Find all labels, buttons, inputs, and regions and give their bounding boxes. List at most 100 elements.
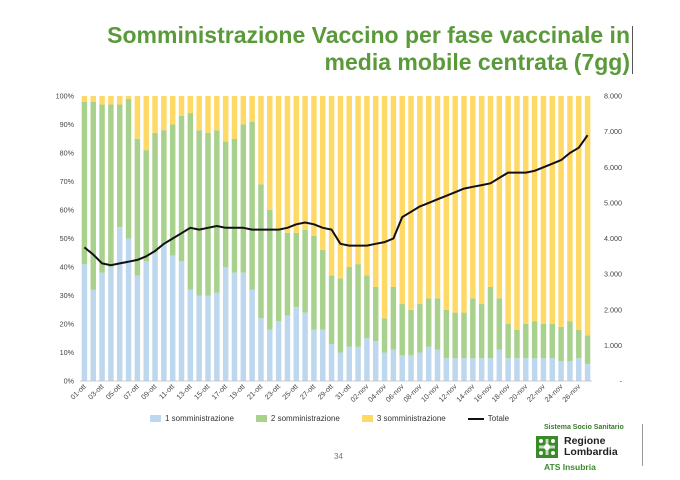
bar-segment-dose2: [222, 141, 229, 267]
y2-axis-tick-label: 2.000: [604, 305, 622, 314]
bar-segment-dose3: [364, 96, 370, 276]
bar-segment-dose3: [196, 96, 202, 131]
bar-segment-dose1: [328, 343, 335, 381]
bar-segment-dose3: [134, 96, 141, 139]
bar-segment-dose1: [143, 261, 149, 381]
y-axis-tick-label: 70%: [60, 177, 75, 186]
bar-segment-dose2: [134, 138, 141, 276]
title-divider: [632, 26, 633, 74]
bar-segment-dose2: [417, 304, 423, 353]
bar-segment-dose1: [478, 358, 485, 381]
bar-segment-dose1: [364, 338, 370, 381]
bar-segment-dose1: [576, 358, 582, 381]
bar-segment-dose3: [576, 96, 582, 330]
x-axis-tick-label: 24-nov: [543, 382, 565, 404]
bar-segment-dose3: [381, 96, 388, 319]
bar-segment-dose2: [293, 232, 300, 307]
bar-segment-dose3: [478, 96, 485, 305]
bar-segment-dose2: [81, 101, 88, 265]
bar-segment-dose1: [152, 252, 158, 381]
bar-segment-dose3: [161, 96, 167, 131]
bar-segment-dose1: [531, 358, 538, 381]
x-axis-tick-label: 05-ott: [104, 382, 123, 401]
bar-segment-dose1: [125, 238, 132, 381]
bar-segment-dose1: [425, 346, 432, 381]
bar-segment-dose3: [372, 96, 379, 287]
y-axis-tick-label: 80%: [60, 149, 75, 158]
bar-segment-dose2: [161, 130, 167, 245]
bar-segment-dose2: [169, 124, 176, 256]
bar-segment-dose2: [231, 138, 238, 273]
legend-item-dose2: 2 somministrazione: [255, 414, 340, 423]
rosa-camuna-icon: [536, 436, 558, 458]
totale-line: [83, 134, 589, 267]
legend-swatch-dose1: [150, 415, 161, 422]
y-axis-tick-label: 40%: [60, 263, 75, 272]
bar-segment-dose1: [196, 295, 202, 381]
bar-segment-dose1: [346, 346, 352, 381]
bar-segment-dose2: [584, 335, 591, 364]
legend-label-totale: Totale: [487, 414, 510, 423]
bar-segment-dose3: [470, 96, 476, 299]
legend-label-dose2: 2 somministrazione: [270, 414, 340, 423]
bar-segment-dose1: [320, 329, 326, 381]
bar-segment-dose2: [90, 101, 96, 290]
bar-segment-dose3: [178, 96, 185, 116]
bar-segment-dose3: [452, 96, 458, 313]
bar-segment-dose1: [487, 358, 494, 381]
bar-segment-dose2: [275, 229, 282, 322]
y-axis-tick-label: 90%: [60, 120, 75, 129]
bar-segment-dose1: [558, 361, 564, 381]
y-axis-tick-label: 30%: [60, 291, 75, 300]
bar-segment-dose2: [267, 210, 273, 330]
bar-segment-dose3: [240, 96, 247, 125]
x-axis-tick-label: 02-nov: [348, 382, 370, 404]
bar-segment-dose3: [514, 96, 520, 330]
bar-segment-dose3: [320, 96, 326, 250]
bar-segment-dose1: [443, 358, 450, 381]
bar-segment-dose1: [214, 292, 220, 381]
legend-item-dose3: 3 somministrazione: [361, 414, 446, 423]
bar-segment-dose3: [531, 96, 538, 322]
bar-segment-dose2: [187, 113, 194, 290]
bar-segment-dose3: [231, 96, 238, 139]
bar-segment-dose3: [302, 96, 308, 230]
bar-segment-dose1: [116, 227, 123, 381]
y-axis-tick-label: 60%: [60, 206, 75, 215]
vaccine-phase-chart: 0% 10% 20% 30% 40% 50% 60% 70% 80% 90% 100% - 1.000 2…: [56, 92, 623, 404]
bar-segment-dose1: [187, 289, 194, 381]
bar-segment-dose3: [90, 96, 96, 102]
bar-segment-dose3: [143, 96, 149, 151]
bar-segment-dose3: [523, 96, 529, 324]
y2-axis-tick-label: 1.000: [604, 341, 622, 350]
bar-segment-dose1: [302, 312, 308, 381]
y2-axis-tick-label: 8.000: [604, 92, 622, 101]
bar-segment-dose2: [558, 326, 564, 362]
bar-segment-dose3: [355, 96, 361, 265]
bar-segment-dose1: [231, 272, 238, 381]
bar-segment-dose1: [355, 346, 361, 381]
bar-segment-dose1: [108, 267, 114, 381]
slide-title-line-1: Somministrazione Vaccino per fase vaccin…: [107, 22, 630, 48]
bar-segment-dose2: [514, 329, 520, 359]
bar-segment-dose2: [116, 104, 123, 228]
bar-segment-dose1: [540, 358, 547, 381]
bar-segment-dose1: [205, 295, 211, 381]
x-axis-tick-label: 29-ott: [316, 382, 335, 401]
bar-segment-dose3: [346, 96, 352, 267]
regione-lombardia-logo: Sistema Socio Sanitario Regione Lombardi…: [536, 424, 646, 478]
bar-segment-dose3: [584, 96, 591, 336]
bar-segment-dose1: [417, 352, 423, 381]
bar-segment-dose1: [240, 272, 247, 381]
bar-segment-dose2: [461, 312, 467, 359]
bar-segment-dose2: [337, 278, 344, 353]
logo-system-text: Sistema Socio Sanitario: [544, 424, 624, 431]
bar-segment-dose3: [505, 96, 511, 324]
bar-segment-dose1: [284, 315, 291, 381]
bar-segment-dose2: [320, 249, 326, 330]
bar-segment-dose1: [258, 318, 264, 381]
bar-segment-dose1: [169, 255, 176, 381]
bar-segment-dose1: [567, 361, 573, 381]
bar-segment-dose3: [214, 96, 220, 131]
bar-segment-dose2: [346, 267, 352, 347]
